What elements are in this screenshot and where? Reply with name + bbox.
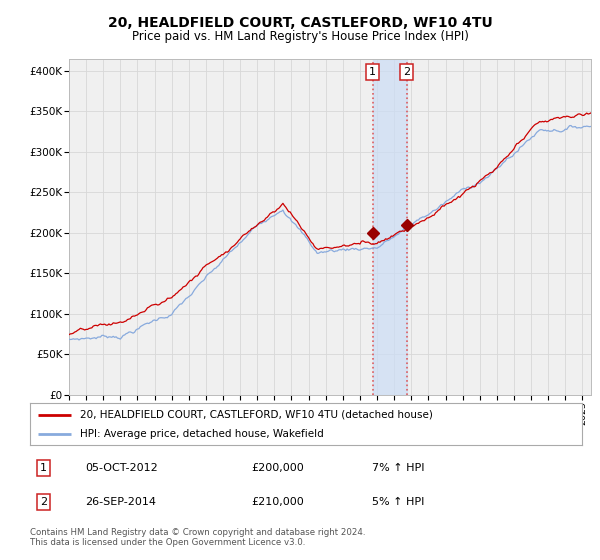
Text: 05-OCT-2012: 05-OCT-2012	[85, 463, 158, 473]
Text: Contains HM Land Registry data © Crown copyright and database right 2024.
This d: Contains HM Land Registry data © Crown c…	[30, 528, 365, 547]
Text: £210,000: £210,000	[251, 497, 304, 507]
Text: 26-SEP-2014: 26-SEP-2014	[85, 497, 156, 507]
Text: 1: 1	[40, 463, 47, 473]
Text: 2: 2	[40, 497, 47, 507]
Text: 20, HEALDFIELD COURT, CASTLEFORD, WF10 4TU: 20, HEALDFIELD COURT, CASTLEFORD, WF10 4…	[107, 16, 493, 30]
Text: 20, HEALDFIELD COURT, CASTLEFORD, WF10 4TU (detached house): 20, HEALDFIELD COURT, CASTLEFORD, WF10 4…	[80, 409, 433, 419]
Text: £200,000: £200,000	[251, 463, 304, 473]
Text: 5% ↑ HPI: 5% ↑ HPI	[372, 497, 425, 507]
Text: HPI: Average price, detached house, Wakefield: HPI: Average price, detached house, Wake…	[80, 429, 323, 439]
Text: 2: 2	[403, 67, 410, 77]
Text: Price paid vs. HM Land Registry's House Price Index (HPI): Price paid vs. HM Land Registry's House …	[131, 30, 469, 43]
Bar	[373, 59, 407, 395]
Text: 7% ↑ HPI: 7% ↑ HPI	[372, 463, 425, 473]
Text: 1: 1	[369, 67, 376, 77]
